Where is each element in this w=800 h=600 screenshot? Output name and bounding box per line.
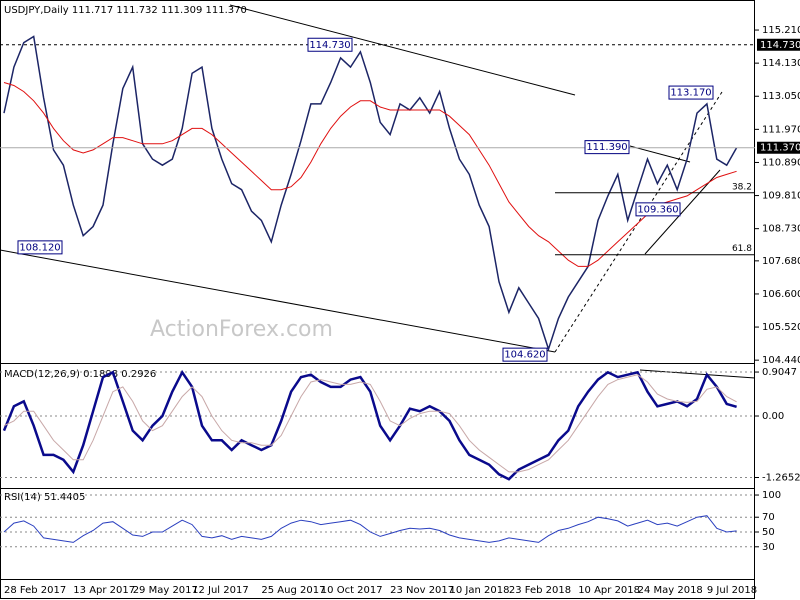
x-tick-label: 10 Oct 2017 [321, 585, 383, 596]
y-tick-label: 50 [762, 527, 775, 538]
y-tick-label: 110.890 [762, 157, 800, 168]
x-tick-label: 12 Jul 2017 [192, 585, 249, 596]
y-tick-label: 100 [762, 490, 781, 501]
x-tick-label: 23 Feb 2018 [509, 585, 571, 596]
chart-title: USDJPY,Daily 111.717 111.732 111.309 111… [4, 5, 247, 16]
y-tick-label: 104.440 [762, 355, 800, 366]
trend-line [639, 369, 756, 379]
series-line [3, 515, 737, 543]
callout-box [17, 240, 63, 255]
x-tick-label: 24 May 2018 [638, 585, 703, 596]
callout-label: 109.360 [637, 204, 678, 215]
callout-box [584, 140, 630, 155]
y-tick-label: 30 [762, 542, 775, 553]
macd-title: MACD(12,26,9) 0.1898 0.2926 [4, 369, 156, 380]
x-tick-label: 13 Apr 2017 [73, 585, 135, 596]
callout-label: 108.120 [19, 242, 60, 253]
x-tick-label: 28 Feb 2017 [4, 585, 66, 596]
callout-box [635, 202, 681, 217]
x-tick-label: 23 Nov 2017 [390, 585, 454, 596]
series-line [3, 374, 737, 473]
y-tick-label: 107.680 [762, 256, 800, 267]
y-tick-label: -1.2652 [762, 473, 800, 484]
y-tick-label: 115.210 [762, 25, 800, 36]
y-tick-label: 113.050 [762, 91, 800, 102]
trend-line [0, 249, 556, 353]
x-tick-label: 10 Apr 2018 [578, 585, 640, 596]
frame [0, 0, 755, 599]
callout-box [502, 347, 548, 362]
callout-label: 114.730 [309, 40, 350, 51]
y-tick-label: 0.9047 [762, 367, 797, 378]
callout-label: 104.620 [504, 350, 545, 361]
series-line [3, 35, 738, 352]
current-price-label: 111.370 [760, 143, 800, 154]
y-tick-label: 109.810 [762, 191, 800, 202]
x-tick-label: 29 May 2017 [133, 585, 198, 596]
fib-label: 38.2 [732, 182, 752, 192]
y-tick-label: 114.130 [762, 58, 800, 69]
level-tag [757, 38, 800, 51]
callout-box [668, 85, 714, 100]
y-tick-label: 0.00 [762, 411, 784, 422]
series-line [3, 82, 737, 267]
trend-line [229, 4, 576, 96]
y-tick-label: 111.970 [762, 124, 800, 135]
y-tick-label: 108.730 [762, 224, 800, 235]
current-price-tag [757, 141, 800, 154]
x-tick-label: 25 Aug 2017 [261, 585, 325, 596]
callout-box [307, 37, 353, 52]
y-tick-label: 106.600 [762, 289, 800, 300]
level-tag-label: 114.730 [760, 40, 800, 51]
y-tick-label: 105.520 [762, 322, 800, 333]
series-line [2, 369, 737, 481]
trend-line [629, 145, 691, 163]
y-tick-label: 70 [762, 512, 775, 523]
fib-label: 61.8 [732, 244, 752, 254]
x-tick-label: 9 Jul 2018 [707, 585, 757, 596]
watermark: ActionForex.com [150, 317, 333, 342]
trend-line [644, 169, 721, 255]
callout-label: 111.390 [586, 142, 627, 153]
rsi-title: RSI(14) 51.4405 [4, 492, 85, 503]
x-tick-label: 10 Jan 2018 [450, 585, 510, 596]
callout-label: 113.170 [670, 88, 711, 99]
